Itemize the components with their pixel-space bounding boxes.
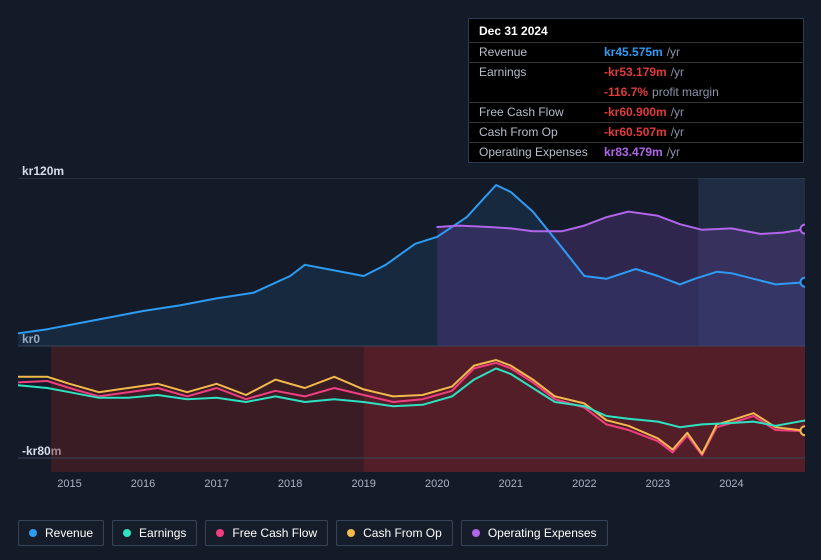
tooltip-row: .-116.7%profit margin bbox=[469, 83, 803, 102]
legend-item[interactable]: Earnings bbox=[112, 520, 197, 546]
tooltip-row-value: -kr53.179m/yr bbox=[604, 66, 684, 79]
legend-label: Cash From Op bbox=[363, 526, 442, 540]
x-axis-label: 2023 bbox=[646, 478, 670, 490]
x-axis-label: 2022 bbox=[572, 478, 596, 490]
tooltip-row-unit: /yr bbox=[671, 105, 684, 119]
tooltip-row-label: Free Cash Flow bbox=[479, 106, 594, 119]
tooltip-row-value: kr83.479m/yr bbox=[604, 146, 680, 159]
legend-label: Operating Expenses bbox=[488, 526, 597, 540]
financials-chart bbox=[18, 178, 805, 472]
x-axis-label: 2017 bbox=[204, 478, 228, 490]
tooltip-row-unit: /yr bbox=[671, 65, 684, 79]
legend-dot-icon bbox=[29, 529, 37, 537]
legend-dot-icon bbox=[347, 529, 355, 537]
x-axis-label: 2024 bbox=[719, 478, 743, 490]
x-axis-label: 2018 bbox=[278, 478, 302, 490]
legend-label: Free Cash Flow bbox=[232, 526, 317, 540]
legend-label: Revenue bbox=[45, 526, 93, 540]
chart-tooltip: Dec 31 2024 Revenuekr45.575m/yrEarnings-… bbox=[468, 18, 804, 163]
tooltip-row: Operating Expenses kr83.479m/yr bbox=[469, 142, 803, 162]
legend-label: Earnings bbox=[139, 526, 186, 540]
tooltip-row-value: kr45.575m/yr bbox=[604, 46, 680, 59]
tooltip-row-value: -kr60.507m/yr bbox=[604, 126, 684, 139]
tooltip-row-unit: /yr bbox=[667, 145, 680, 159]
tooltip-row-value: -kr60.900m/yr bbox=[604, 106, 684, 119]
legend-dot-icon bbox=[216, 529, 224, 537]
legend-item[interactable]: Free Cash Flow bbox=[205, 520, 328, 546]
x-axis-label: 2019 bbox=[351, 478, 375, 490]
y-axis-label: kr120m bbox=[22, 164, 64, 178]
tooltip-row-label: Cash From Op bbox=[479, 126, 594, 139]
legend-item[interactable]: Operating Expenses bbox=[461, 520, 608, 546]
tooltip-title: Dec 31 2024 bbox=[469, 19, 803, 42]
legend-item[interactable]: Revenue bbox=[18, 520, 104, 546]
tooltip-row-label: Revenue bbox=[479, 46, 594, 59]
tooltip-row-unit: /yr bbox=[671, 125, 684, 139]
legend-dot-icon bbox=[472, 529, 480, 537]
legend-item[interactable]: Cash From Op bbox=[336, 520, 453, 546]
tooltip-row-value: -116.7%profit margin bbox=[604, 86, 719, 99]
tooltip-row-unit: profit margin bbox=[652, 85, 719, 99]
tooltip-row: Earnings -kr53.179m/yr bbox=[469, 62, 803, 82]
legend-dot-icon bbox=[123, 529, 131, 537]
x-axis-label: 2015 bbox=[57, 478, 81, 490]
tooltip-row: Cash From Op -kr60.507m/yr bbox=[469, 122, 803, 142]
tooltip-row: Revenue kr45.575m/yr bbox=[469, 42, 803, 62]
x-axis-label: 2020 bbox=[425, 478, 449, 490]
tooltip-row-unit: /yr bbox=[667, 45, 680, 59]
x-axis-label: 2016 bbox=[131, 478, 155, 490]
x-axis-label: 2021 bbox=[499, 478, 523, 490]
chart-legend: Revenue Earnings Free Cash Flow Cash From O… bbox=[18, 520, 608, 546]
tooltip-row-label: Earnings bbox=[479, 66, 594, 79]
tooltip-row: Free Cash Flow -kr60.900m/yr bbox=[469, 102, 803, 122]
tooltip-row-label: Operating Expenses bbox=[479, 146, 594, 159]
